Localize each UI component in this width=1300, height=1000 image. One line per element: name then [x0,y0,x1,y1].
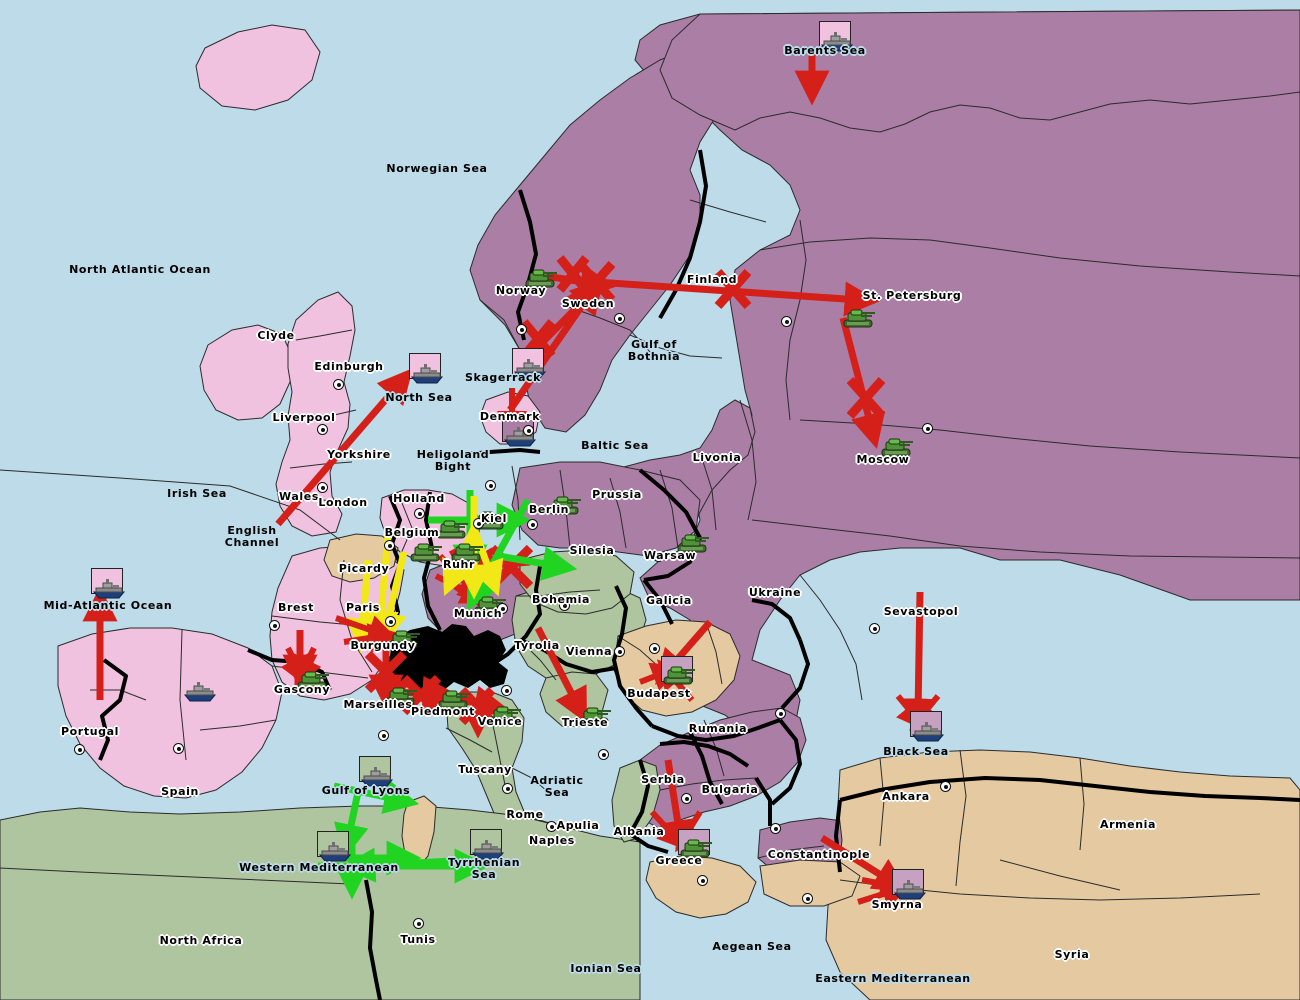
supply-center-dot-icon [317,424,328,435]
supply-center-dot-icon [523,425,534,436]
supply-center-dot-icon [770,823,781,834]
supply-center-dot-icon [414,508,425,519]
supply-center-dot-icon [173,743,184,754]
order-belgium-convoy [345,533,408,654]
fleet-unit-icon-skagerrack[interactable] [513,357,547,379]
supply-center-dot-icon [74,744,85,755]
supply-center-dot-icon [378,730,389,741]
supply-center-dot-icon [614,646,625,657]
fleet-unit-icon-gulf-of-lyons[interactable] [360,765,394,787]
supply-center-dot-icon [527,519,538,530]
order-constantinople-to-smyrna [820,835,913,909]
army-unit-icon-venice[interactable] [488,705,522,727]
order-sevastopol-to-blacksea [895,591,941,734]
army-unit-icon-marseilles[interactable] [384,686,418,708]
army-unit-icon-warsaw[interactable] [676,533,710,555]
supply-center-dot-icon [485,480,496,491]
supply-center-dot-icon [269,620,280,631]
fleet-unit-icon-western-mediterranean[interactable] [318,840,352,862]
army-unit-icon-moscow[interactable] [880,437,914,459]
supply-center-dot-icon [653,551,664,562]
fleet-unit-icon-smyrna[interactable] [893,878,927,900]
territory-ireland [199,324,293,421]
army-unit-icon-belgium[interactable] [409,542,443,564]
supply-center-dot-icon [516,324,527,335]
fleet-unit-icon-north-sea[interactable] [410,362,444,384]
national-border-lines [98,149,1300,1000]
supply-center-dot-icon [546,821,557,832]
supply-center-dot-icon [614,313,625,324]
army-unit-icon-holland[interactable] [435,519,469,541]
supply-center-dot-icon [385,616,396,627]
supply-center-dot-icon [317,482,328,493]
army-unit-icon-gascony[interactable] [296,670,330,692]
supply-center-dot-icon [502,783,513,794]
fleet-unit-icon-mid-atlantic-ocean[interactable] [92,577,126,599]
supply-center-dot-icon [497,603,508,614]
order-stp-to-moscow [839,317,886,449]
fleet-unit-icon-spain-south-coast[interactable] [183,680,217,702]
army-unit-icon-piedmont[interactable] [437,689,471,711]
supply-center-dot-icon [598,749,609,760]
army-unit-icon-ruhr[interactable] [450,542,484,564]
supply-center-dot-icon [559,600,570,611]
supply-center-dot-icon [333,379,344,390]
territory-greece-south [645,855,757,919]
supply-center-dot-icon [501,685,512,696]
territory-russia-mass [634,9,1300,736]
order-sweden-to-finland [576,261,880,317]
supply-center-dot-icon [413,918,424,929]
territory-britain [275,291,356,537]
order-burgundy-attack-fan [335,615,399,653]
order-tyrrhenian-support [340,847,471,883]
fleet-unit-icon-black-sea[interactable] [911,720,945,742]
supply-center-dot-icon [922,423,933,434]
fleet-unit-icon-barents-sea[interactable] [820,30,854,52]
order-yorkshire-to-northsea [275,368,413,527]
army-unit-icon-berlin[interactable] [548,495,582,517]
supply-center-dot-icon [940,781,951,792]
army-unit-icon-budapest[interactable] [662,665,696,687]
army-unit-icon-trieste[interactable] [578,706,612,728]
supply-center-dot-icon [649,643,660,654]
order-serbia-to-greece [649,759,704,856]
order-gascony-inbound [280,646,322,688]
army-unit-icon-munich[interactable] [473,595,507,617]
supply-center-dot-icon [781,316,792,327]
supply-center-dot-icon [775,708,786,719]
army-unit-icon-norway[interactable] [524,268,558,290]
territory-iceland [195,24,321,111]
army-unit-icon-burgundy[interactable] [387,629,421,651]
order-tyrolia-to-trieste [534,626,587,724]
supply-center-dot-icon [384,540,395,551]
army-unit-icon-st-petersburg[interactable] [842,308,876,330]
supply-center-dot-icon [473,518,484,529]
supply-center-dot-icon [681,793,692,804]
supply-center-dot-icon [697,875,708,886]
supply-center-dot-icon [869,623,880,634]
supply-center-dot-icon [802,893,813,904]
fleet-unit-icon-denmark[interactable] [503,425,537,447]
army-unit-icon-greece[interactable] [679,838,713,860]
territory-aegean-islands [759,859,861,907]
fleet-unit-icon-tyrrhenian-sea[interactable] [471,838,505,860]
